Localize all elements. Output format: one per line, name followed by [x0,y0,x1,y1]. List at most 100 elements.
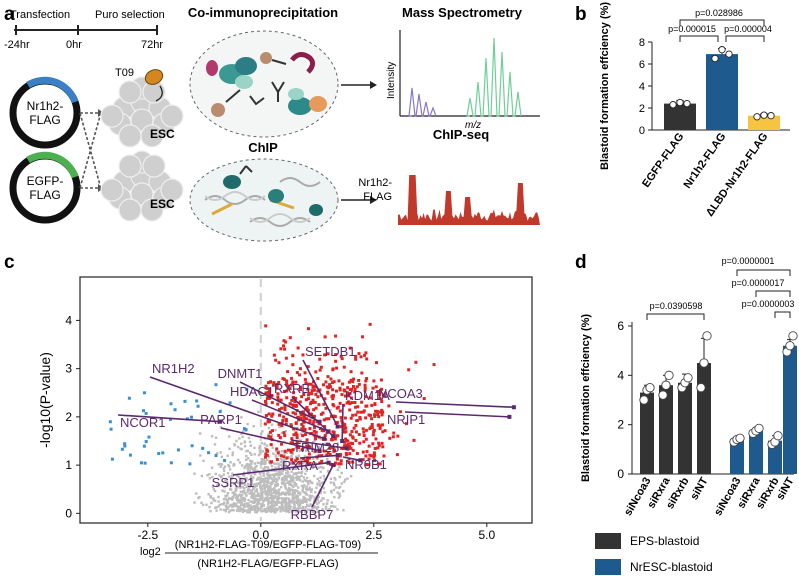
c-point-up [312,429,316,433]
c-point-ns [279,457,283,460]
c-point-ns [324,505,328,508]
c-point-ns [281,458,284,462]
d-ylabel: Blastoid formation effciency (%) [580,314,592,482]
c-point-ns [227,463,230,467]
c-point-ns [217,500,220,503]
c-point-up [271,383,275,387]
c-point-ns [235,498,239,502]
c-point-ns [270,488,274,491]
c-point-ns [233,491,236,494]
c-point-up [317,403,321,407]
c-point-ns [264,451,267,454]
c-labeled-point [331,463,336,468]
c-point-ns [262,482,266,485]
c-point-up [266,381,270,385]
c-point-ns [249,479,253,482]
esc-cell [160,178,184,202]
c-gene-label: NCOA3 [378,386,423,401]
c-point-ns [330,491,333,494]
c-point-ns [304,449,308,453]
c-point-ns [250,495,254,499]
d-legend-label: EPS-blastoid [630,534,699,548]
c-point-ns [324,507,328,511]
c-point-ns [271,446,274,449]
c-point-up [361,458,365,462]
b-ylabel: Blastoid formation effciency (%) [599,2,611,170]
c-point-down [176,448,180,452]
c-point-ns [311,481,314,485]
c-point-ns [259,498,262,502]
c-point-up [309,382,313,386]
c-point-ns [229,461,232,464]
c-point-ns [270,477,274,481]
c-point-up [328,452,332,456]
c-point-ns [210,466,214,469]
c-point-up [318,357,322,361]
c-point-ns [300,499,303,503]
c-point-ns [208,505,211,509]
c-point-up [298,461,302,465]
c-point-ns [272,480,276,483]
c-point-ns [278,454,281,457]
c-point-up [285,396,289,400]
c-point-ns [243,497,246,500]
c-point-ns [254,466,257,469]
c-point-ns [285,451,288,455]
c-point-ns [271,494,274,498]
c-point-ns [221,489,224,492]
c-point-up [346,442,350,446]
c-labeled-point [507,414,512,419]
c-point-ns [284,491,288,495]
c-point-ns [270,464,274,468]
c-point-up [378,390,382,394]
c-point-up [333,435,337,439]
c-point-up [322,429,326,433]
c-point-ns [265,490,268,494]
c-point-ns [279,485,283,489]
c-point-up [311,422,315,426]
c-point-up [318,368,322,372]
c-point-up [360,371,364,375]
c-point-ns [234,503,238,506]
chipseq-signal-track [398,175,540,225]
c-point-up [278,435,282,439]
c-point-up [360,400,364,404]
c-point-ns [198,432,202,435]
c-point-ns [250,453,253,456]
c-point-up [305,438,309,442]
c-point-up [286,412,290,416]
c-point-ns [219,462,222,466]
c-point-up [336,434,340,438]
c-point-down [196,404,200,408]
c-point-up [305,417,309,421]
c-gene-label: RXRA [282,458,318,473]
c-point-up [348,433,352,437]
c-point-ns [251,486,255,490]
c-point-up [278,413,282,417]
c-point-up [354,413,358,417]
c-point-ns [244,479,248,483]
c-point-down [214,383,218,387]
c-point-up [354,430,358,434]
c-point-up [270,394,274,398]
c-point-ns [259,471,263,474]
c-point-ns [259,485,262,488]
c-point-ns [300,510,303,513]
c-point-up [306,460,310,464]
c-point-ns [312,506,315,509]
c-point-ns [338,466,341,469]
c-point-ns [277,493,281,496]
c-point-ns [307,498,310,501]
c-point-up [304,459,308,463]
c-point-ns [195,492,198,495]
c-point-ns [226,454,229,457]
c-point-ns [284,461,287,464]
c-point-ns [233,482,236,486]
c-point-up [350,401,354,405]
c-point-ns [292,485,295,489]
c-point-ns [254,506,257,509]
c-point-ns [275,481,278,484]
c-point-up [333,448,337,452]
c-point-ns [289,476,292,479]
c-point-up [323,397,327,401]
